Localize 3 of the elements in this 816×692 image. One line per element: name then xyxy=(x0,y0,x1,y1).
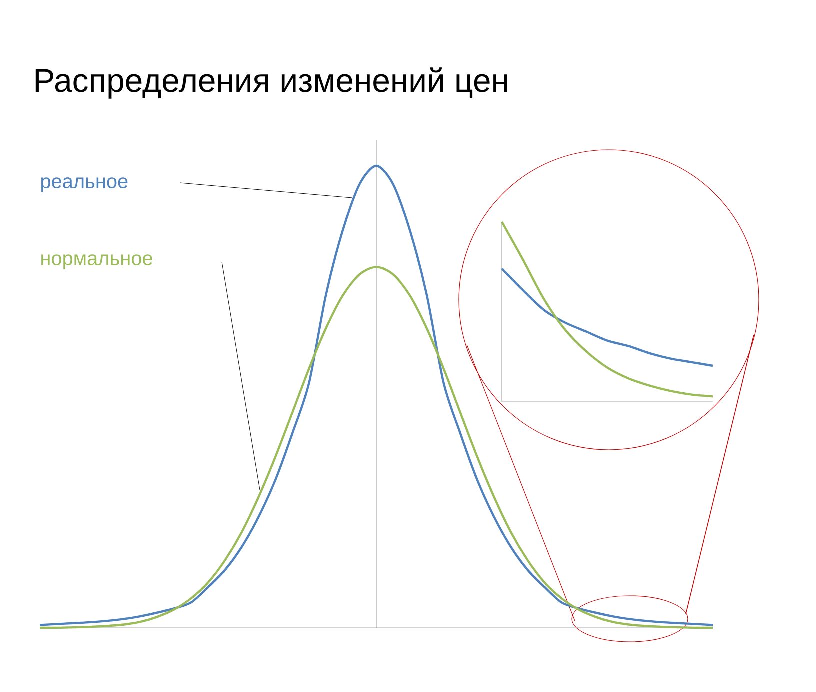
text: нормальное xyxy=(42,254,152,270)
chart-title: Распределения изменений цен xyxy=(36,68,508,99)
text: реальное xyxy=(41,178,128,192)
